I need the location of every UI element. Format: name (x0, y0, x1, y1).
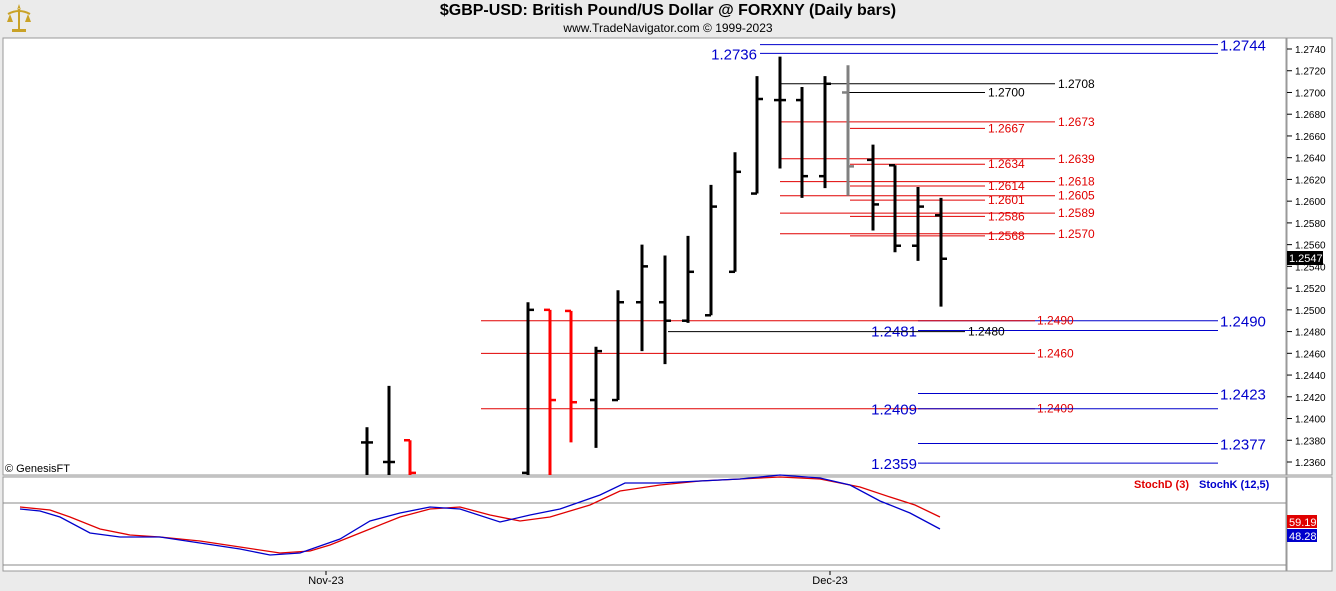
y-tick-label: 1.2480 (1295, 328, 1326, 339)
ohlc-bar (867, 144, 879, 231)
ohlc-bar (544, 308, 556, 475)
y-tick-label: 1.2640 (1295, 154, 1326, 165)
y-tick-label: 1.2700 (1295, 88, 1326, 99)
level-label: 1.2639 (1058, 152, 1095, 166)
level-label: 1.2480 (968, 325, 1005, 339)
ohlc-bar (565, 309, 577, 443)
y-tick-label: 1.2720 (1295, 67, 1326, 78)
ohlc-bar (404, 439, 416, 475)
level-label: 1.2490 (1037, 314, 1074, 328)
level-label: 1.2570 (1058, 227, 1095, 241)
stoch-d-legend: StochD (3) (1134, 479, 1189, 491)
y-tick-label: 1.2740 (1295, 45, 1326, 56)
bars-layer (361, 56, 947, 475)
ohlc-bar (361, 427, 373, 475)
y-tick-label: 1.2660 (1295, 132, 1326, 143)
x-tick-label: Nov-23 (308, 575, 343, 587)
y-tick-label: 1.2380 (1295, 436, 1326, 447)
level-label: 1.2359 (871, 456, 917, 473)
y-tick-label: 1.2600 (1295, 197, 1326, 208)
level-label: 1.2423 (1220, 387, 1266, 404)
level-label: 1.2736 (711, 46, 757, 63)
level-label: 1.2673 (1058, 115, 1095, 129)
level-label: 1.2601 (988, 193, 1025, 207)
y-tick-label: 1.2420 (1295, 393, 1326, 404)
level-label: 1.2460 (1037, 346, 1074, 360)
y-tick-label: 1.2620 (1295, 175, 1326, 186)
stoch-d-marker-bg (1287, 515, 1317, 528)
level-label: 1.2634 (988, 157, 1025, 171)
ohlc-bar (751, 76, 763, 195)
y-tick-label: 1.2520 (1295, 284, 1326, 295)
ohlc-bar (636, 244, 648, 352)
y-tick-label: 1.2560 (1295, 241, 1326, 252)
y-tick-label: 1.2680 (1295, 110, 1326, 121)
y-tick-label: 1.2440 (1295, 371, 1326, 382)
x-tick-label: Dec-23 (812, 575, 847, 587)
ohlc-bar (522, 302, 534, 475)
level-label: 1.2744 (1220, 38, 1266, 55)
level-label: 1.2586 (988, 209, 1025, 223)
stoch-d-line (19, 476, 941, 554)
ohlc-bar (774, 56, 786, 169)
level-label: 1.2568 (988, 229, 1025, 243)
y-tick-label: 1.2580 (1295, 219, 1326, 230)
level-label: 1.2490 (1220, 314, 1266, 331)
ohlc-bar (383, 385, 395, 475)
y-axis-ticks: 1.2740 1.2720 1.2700 1.2680 1.2660 1.2640 1.26… (1287, 45, 1326, 469)
ohlc-bar (705, 184, 717, 317)
y-tick-label: 1.2400 (1295, 415, 1326, 426)
level-label: 1.2618 (1058, 175, 1095, 189)
ohlc-bar (612, 290, 624, 402)
stochastic-panel (2, 476, 1287, 572)
chart-title: $GBP-USD: British Pound/US Dollar @ FORX… (439, 2, 897, 19)
y-tick-label: 1.2540 (1295, 262, 1326, 273)
ohlc-bar (729, 152, 741, 274)
y-tick-label: 1.2360 (1295, 458, 1326, 469)
ohlc-bar (842, 65, 854, 196)
x-axis-labels: Nov-23 Dec-23 (308, 571, 848, 587)
stoch-k-value: 48.28 (1289, 531, 1317, 543)
level-label: 1.2614 (988, 179, 1025, 193)
ohlc-bar (819, 76, 831, 189)
y-tick-label: 1.2500 (1295, 306, 1326, 317)
y-tick-label: 1.2460 (1295, 349, 1326, 360)
level-label: 1.2605 (1058, 189, 1095, 203)
level-label: 1.2700 (988, 85, 1025, 99)
last-price-marker-bg (1287, 251, 1323, 265)
stoch-k-legend: StochK (12,5) (1199, 479, 1270, 491)
ohlc-bar (659, 255, 671, 365)
chart-subtitle: www.TradeNavigator.com © 1999-2023 (563, 21, 773, 35)
ohlc-bar (796, 87, 808, 198)
stoch-k-line (19, 474, 941, 556)
level-label: 1.2377 (1220, 437, 1266, 454)
price-panel (2, 37, 1287, 476)
trade-navigator-logo-icon (7, 4, 31, 32)
level-label: 1.2667 (988, 121, 1025, 135)
level-label: 1.2589 (1058, 206, 1095, 220)
ohlc-bar (682, 235, 694, 323)
copyright-label: © GenesisFT (5, 463, 70, 475)
ohlc-bar (912, 187, 924, 261)
level-label: 1.2409 (871, 402, 917, 419)
levels-layer: 1.2744 1.2736 1.2708 1.2700 1.2673 1.2667 1.26… (481, 38, 1266, 473)
stochastic-layer (19, 474, 941, 556)
stoch-k-marker-bg (1287, 529, 1317, 542)
level-label: 1.2708 (1058, 77, 1095, 91)
ohlc-bar (590, 346, 602, 448)
last-price-marker: 1.2547 (1289, 253, 1323, 265)
ohlc-bar (935, 197, 947, 307)
stoch-d-value: 59.19 (1289, 517, 1317, 529)
ohlc-bar (889, 164, 901, 253)
